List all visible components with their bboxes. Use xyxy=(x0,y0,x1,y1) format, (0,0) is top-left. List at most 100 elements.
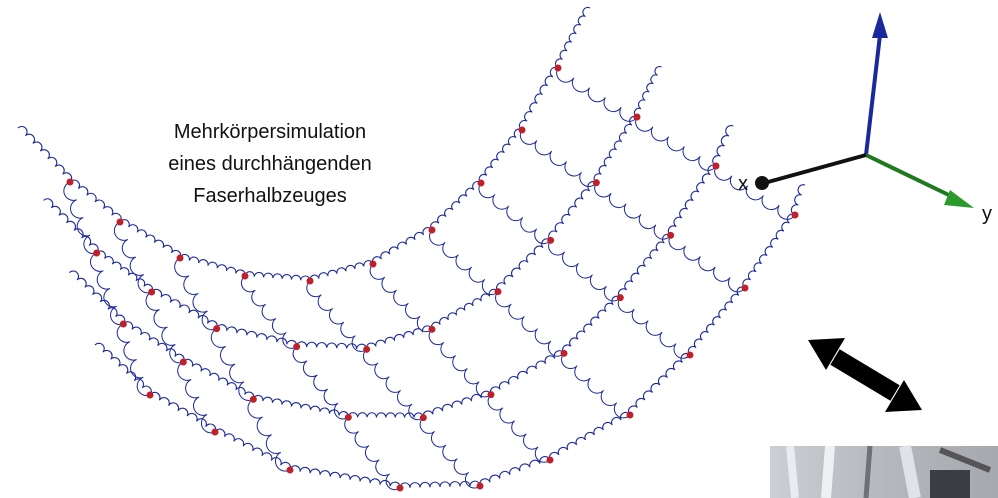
mass-node xyxy=(792,212,799,219)
mass-node xyxy=(478,180,485,187)
coordinate-axes: x y xyxy=(738,12,992,225)
double-arrow xyxy=(808,338,922,412)
mass-node xyxy=(713,163,720,170)
spring xyxy=(668,165,716,235)
spring xyxy=(370,264,432,332)
mass-node xyxy=(634,114,641,121)
spring xyxy=(297,342,367,349)
spring xyxy=(634,67,661,117)
mass-node xyxy=(429,326,436,333)
spring xyxy=(496,292,564,357)
spring xyxy=(618,298,690,359)
spring xyxy=(688,287,745,355)
mass-node xyxy=(627,412,634,419)
spring xyxy=(562,353,630,418)
spring xyxy=(175,258,217,330)
spring xyxy=(307,281,367,351)
spring xyxy=(429,329,491,397)
spring xyxy=(594,116,637,182)
mass-node xyxy=(148,289,155,296)
spring xyxy=(253,395,348,417)
spring xyxy=(791,185,805,215)
mass-node xyxy=(120,321,127,328)
axis-label: x xyxy=(738,173,748,195)
spring xyxy=(345,417,400,489)
spring xyxy=(215,429,291,470)
spring xyxy=(95,343,151,395)
spring xyxy=(549,412,630,460)
mass-node xyxy=(117,219,124,226)
spring xyxy=(117,324,150,396)
spring xyxy=(91,253,124,325)
spring xyxy=(64,182,97,254)
mass-node xyxy=(429,227,436,234)
spring xyxy=(715,166,795,219)
mass-node xyxy=(213,325,220,332)
simulation-figure: Mehrkörpersimulation eines durchhängende… xyxy=(0,0,998,498)
mass-node xyxy=(547,457,554,464)
spring xyxy=(400,481,480,488)
spring xyxy=(423,391,491,417)
caption-line: eines durchhängenden xyxy=(168,153,372,175)
spring xyxy=(636,117,716,170)
mass-node xyxy=(363,346,370,353)
mass-node xyxy=(307,278,314,285)
spring xyxy=(146,292,183,363)
spring xyxy=(372,228,432,264)
spring xyxy=(178,362,215,433)
spring xyxy=(563,296,621,353)
photo-fragment xyxy=(770,446,998,498)
mass-node xyxy=(250,396,257,403)
spring xyxy=(519,67,558,130)
spring xyxy=(70,180,121,222)
mass-node xyxy=(212,429,219,436)
spring xyxy=(557,68,637,121)
spring xyxy=(479,183,551,244)
spring xyxy=(123,322,184,362)
spring xyxy=(628,353,690,415)
mass-node xyxy=(687,352,694,359)
spring xyxy=(366,326,432,349)
mass-node xyxy=(593,179,600,186)
mass-node xyxy=(561,350,568,357)
mass-node xyxy=(477,483,484,490)
spring xyxy=(18,127,72,182)
spring xyxy=(363,349,423,419)
mass-node xyxy=(555,65,562,72)
mass-node xyxy=(287,467,294,474)
mass-node xyxy=(547,237,554,244)
mass-node xyxy=(67,179,74,186)
mass-node xyxy=(397,485,404,492)
spring xyxy=(490,351,564,395)
spring xyxy=(180,254,245,276)
spring xyxy=(488,395,550,463)
spring xyxy=(431,182,481,230)
mass-node xyxy=(345,414,352,421)
spring xyxy=(241,276,296,348)
spring xyxy=(497,239,551,292)
spring xyxy=(595,183,671,239)
spring xyxy=(669,235,745,292)
mass-node xyxy=(180,359,187,366)
mass-node xyxy=(667,232,674,239)
spring xyxy=(520,130,596,187)
spring xyxy=(713,126,734,166)
spring xyxy=(248,399,290,471)
axis-label: y xyxy=(982,203,992,225)
spring xyxy=(150,392,216,432)
mass-node xyxy=(147,392,154,399)
mass-node xyxy=(488,391,495,398)
mass-node xyxy=(293,343,300,350)
spring xyxy=(290,466,400,488)
mass-node xyxy=(420,414,427,421)
spring xyxy=(183,359,254,399)
caption-line: Faserhalbzeuges xyxy=(193,185,346,207)
spring xyxy=(245,272,310,281)
spring xyxy=(211,329,253,401)
spring xyxy=(97,251,153,292)
spring xyxy=(348,413,423,418)
mass-node xyxy=(742,285,749,292)
mass-node xyxy=(177,255,184,262)
mass-node xyxy=(242,273,249,280)
spring xyxy=(479,129,522,183)
